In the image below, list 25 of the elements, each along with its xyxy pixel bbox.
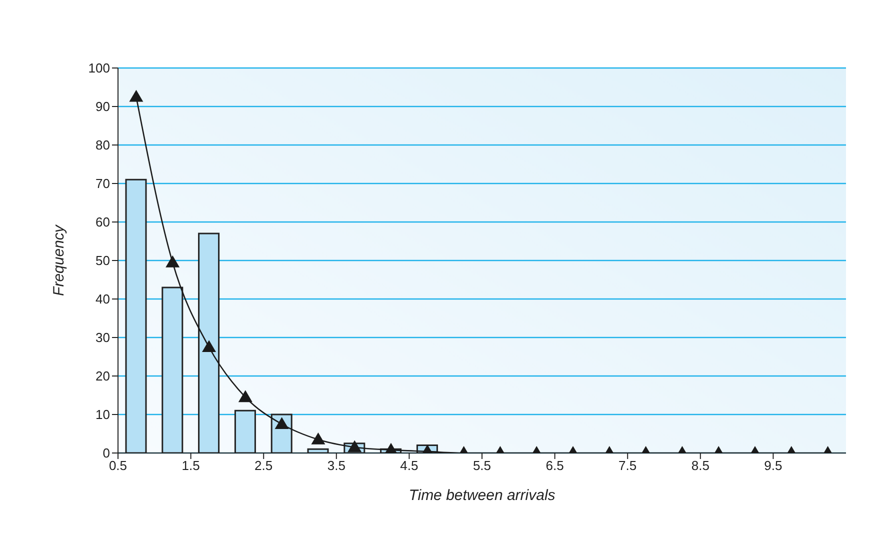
y-tick-label: 30 <box>96 330 110 346</box>
y-axis-title: Frequency <box>50 224 68 296</box>
y-tick-label: 10 <box>96 407 110 422</box>
x-tick-label: 0.5 <box>108 458 128 474</box>
y-tick-label: 40 <box>96 292 110 307</box>
x-axis-title: Time between arrivals <box>408 487 556 504</box>
x-tick-label: 3.5 <box>327 458 346 474</box>
y-tick-label: 80 <box>96 138 110 153</box>
y-tick-label: 90 <box>96 99 110 114</box>
y-tick-label: 70 <box>96 176 110 192</box>
y-tick-label: 20 <box>96 368 110 384</box>
x-tick-label: 7.5 <box>618 458 637 474</box>
x-tick-label: 2.5 <box>254 458 273 474</box>
x-tick-label: 1.5 <box>182 458 200 474</box>
y-tick-label: 0 <box>102 446 110 461</box>
y-tick-label: 50 <box>96 253 110 268</box>
y-tick-label: 60 <box>96 214 110 230</box>
x-tick-label: 4.5 <box>400 458 418 474</box>
x-tick-label: 9.5 <box>764 458 782 474</box>
x-tick-label: 6.5 <box>546 458 564 474</box>
x-tick-label: 5.5 <box>472 458 492 474</box>
point <box>202 340 216 352</box>
point <box>166 255 180 268</box>
y-tick-label: 100 <box>88 60 110 76</box>
x-tick-label: 8.5 <box>691 458 710 474</box>
